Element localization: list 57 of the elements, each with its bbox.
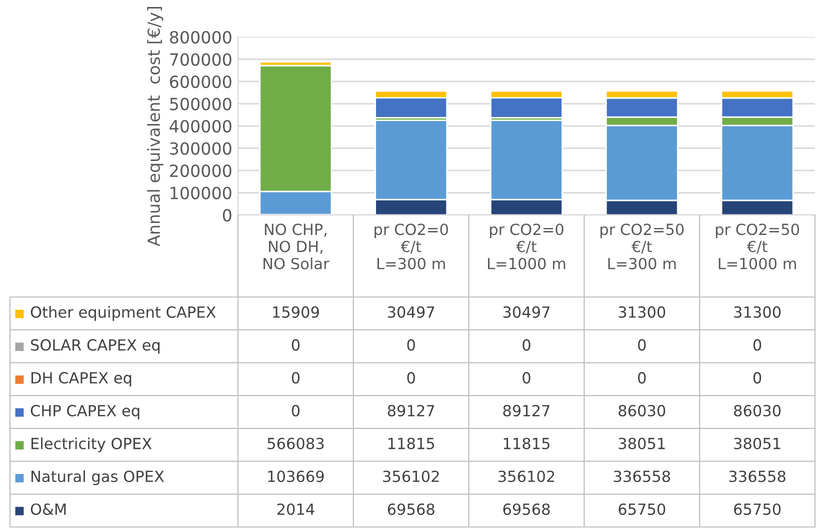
data-label: 0 xyxy=(753,339,762,351)
data-label: 0 xyxy=(522,339,530,351)
data-label: 69568 xyxy=(388,503,434,516)
data-label: 0 xyxy=(292,404,300,416)
data-label: 31300 xyxy=(734,306,781,318)
legend-label: O&M xyxy=(30,503,66,516)
data-label: 0 xyxy=(407,372,415,384)
data-label: 89127 xyxy=(503,404,550,416)
data-label: 0 xyxy=(292,372,300,384)
x-tick-label: pr CO2=50 €/t L=1000 m xyxy=(716,224,800,270)
data-label: 0 xyxy=(522,372,530,384)
y-tick-label: 200000 xyxy=(170,164,232,178)
data-label: 65750 xyxy=(734,503,781,516)
y-tick-label: 0 xyxy=(222,208,232,222)
data-label: 89127 xyxy=(388,404,434,416)
data-label: 356102 xyxy=(383,470,439,482)
y-tick-label: 300000 xyxy=(170,142,232,155)
x-tick-label: pr CO2=0 €/t L=300 m xyxy=(374,224,448,270)
data-label: 2014 xyxy=(277,503,314,516)
data-label: 0 xyxy=(292,339,300,351)
data-label: 30497 xyxy=(388,306,434,318)
data-label: 566083 xyxy=(268,438,324,450)
data-label: 0 xyxy=(638,372,646,384)
data-label: 336558 xyxy=(729,470,786,482)
data-label: 0 xyxy=(753,372,762,384)
legend-label: DH CAPEX eq xyxy=(32,372,132,387)
data-label: 15909 xyxy=(273,306,319,318)
data-label: 31300 xyxy=(618,306,666,318)
data-label: 69568 xyxy=(503,503,550,516)
data-label: 336558 xyxy=(614,470,670,482)
data-label: 356102 xyxy=(498,470,554,482)
data-label: 11815 xyxy=(504,438,550,450)
data-label: 11815 xyxy=(388,438,434,450)
y-tick-label: 800000 xyxy=(170,30,232,44)
y-tick-label: 600000 xyxy=(170,75,232,88)
data-label: 0 xyxy=(638,339,646,351)
data-label: 38051 xyxy=(734,438,780,450)
data-label: 65750 xyxy=(618,503,666,516)
y-tick-label: 100000 xyxy=(170,186,232,200)
x-tick-label: pr CO2=0 €/t L=1000 m xyxy=(488,224,566,270)
y-tick-label: 500000 xyxy=(170,98,232,110)
data-label: 0 xyxy=(407,339,415,351)
data-label: 86030 xyxy=(734,404,781,416)
y-tick-label: 700000 xyxy=(170,53,232,66)
x-tick-label: pr CO2=50 €/t L=300 m xyxy=(600,224,684,270)
legend-label: Natural gas OPEX xyxy=(32,470,164,486)
legend-label: Electricity OPEX xyxy=(32,437,152,452)
x-tick-label: NO CHP, NO DH, NO Solar xyxy=(264,224,330,270)
data-label: 86030 xyxy=(618,404,666,416)
legend-label: CHP CAPEX eq xyxy=(30,404,140,420)
data-label: 30497 xyxy=(503,306,550,318)
legend-label: SOLAR CAPEX eq xyxy=(31,339,160,354)
y-tick-label: 400000 xyxy=(170,120,232,133)
legend-label: Other equipment CAPEX xyxy=(30,306,216,321)
y-axis-title: Annual equivalent cost [€/y] xyxy=(147,6,164,246)
data-label: 103669 xyxy=(268,470,324,482)
data-label: 38051 xyxy=(618,438,665,450)
